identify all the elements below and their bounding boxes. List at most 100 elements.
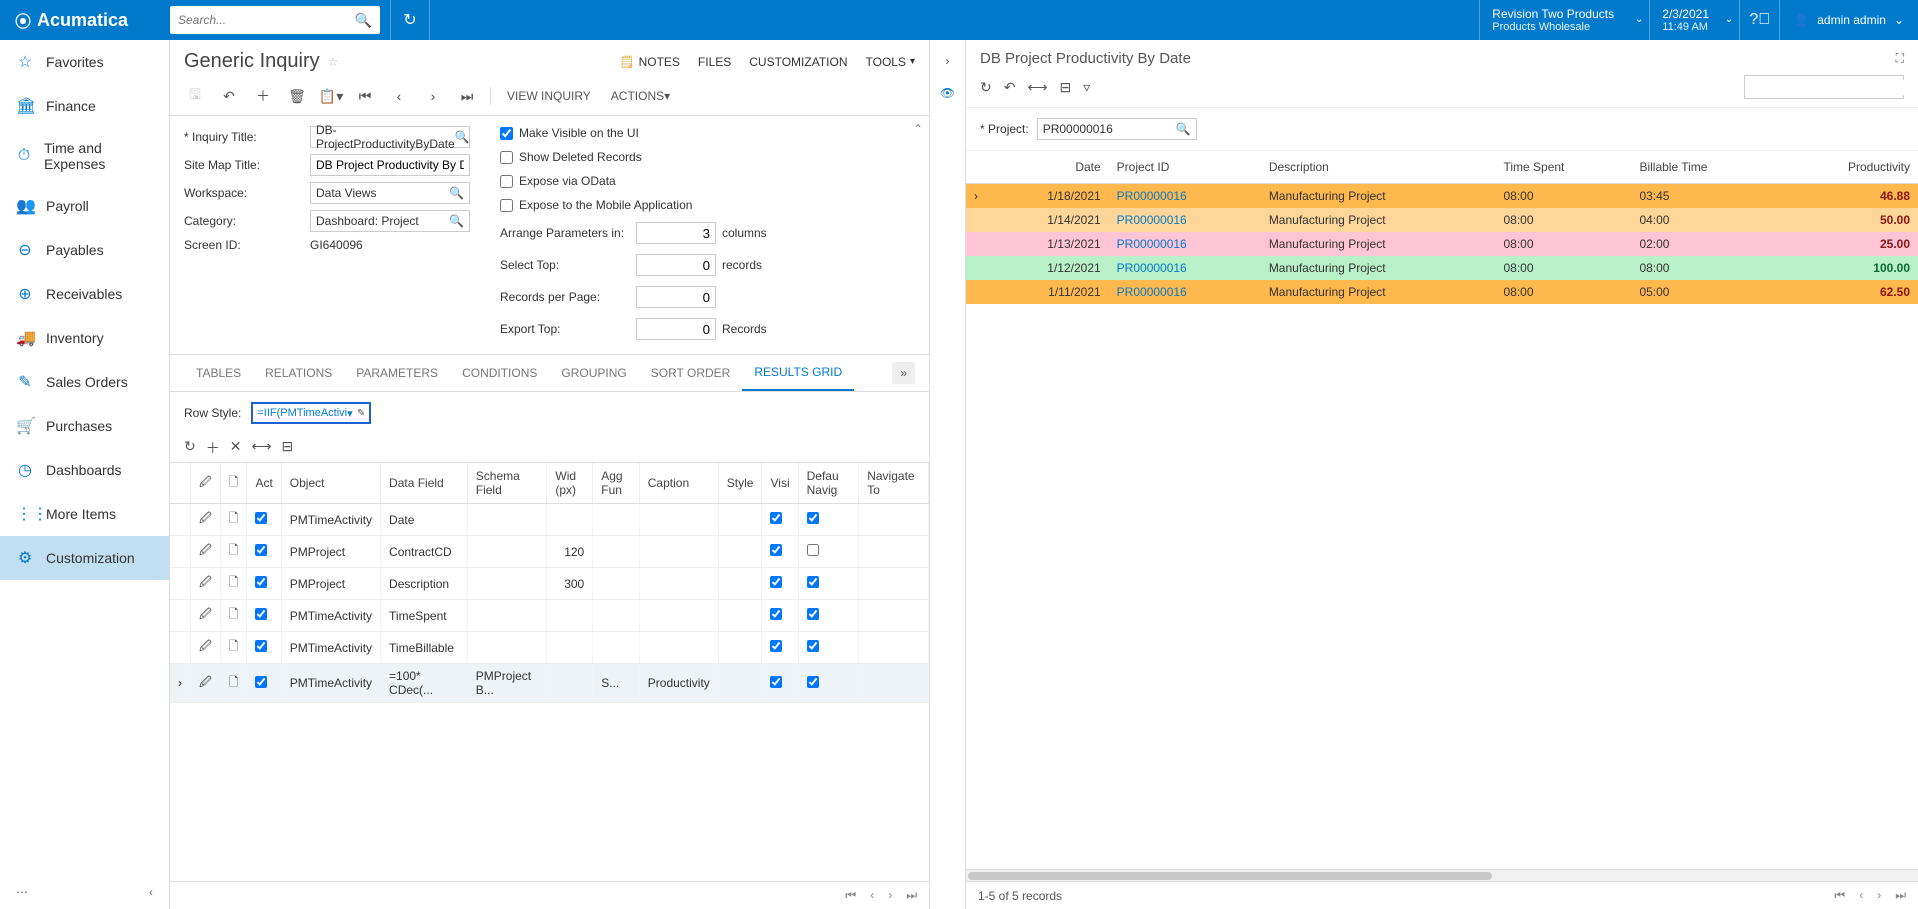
table-row[interactable]: 1/13/2021PR00000016Manufacturing Project… <box>966 232 1918 256</box>
notes-button[interactable]: 🗒NOTES <box>619 55 680 69</box>
column-header[interactable]: Agg Fun <box>593 463 640 504</box>
date-block[interactable]: 2/3/2021 11:49 AM ⌄ <box>1649 0 1739 40</box>
tab-relations[interactable]: RELATIONS <box>253 356 344 390</box>
search-input[interactable] <box>178 13 355 27</box>
nav-checkbox[interactable] <box>807 676 819 688</box>
active-checkbox[interactable] <box>255 512 267 524</box>
files-button[interactable]: FILES <box>698 55 731 69</box>
expand-right-icon[interactable]: › <box>946 54 950 68</box>
sidebar-item-favorites[interactable]: ☆Favorites <box>0 40 169 84</box>
column-header[interactable]: Project ID <box>1109 151 1261 183</box>
sidebar-item-receivables[interactable]: ⊕Receivables <box>0 272 169 316</box>
column-header[interactable]: Navigate To <box>859 463 929 504</box>
selecttop-input[interactable] <box>636 254 716 276</box>
visible-checkbox[interactable] <box>770 640 782 652</box>
expose-mobile-checkbox[interactable] <box>500 199 513 212</box>
search-icon[interactable]: 🔍 <box>355 12 372 29</box>
sidebar-item-payables[interactable]: ⊖Payables <box>0 228 169 272</box>
grid-export-icon[interactable]: ⊟ <box>282 438 294 458</box>
table-row[interactable]: 🖉🗋PMTimeActivityTimeBillable <box>170 632 929 664</box>
collapse-sidebar-icon[interactable]: ‹ <box>149 885 153 899</box>
r-export-icon[interactable]: ⊟ <box>1060 79 1072 96</box>
pager-next-icon[interactable]: › <box>888 888 892 903</box>
pager-last-icon[interactable]: ⏭ <box>906 888 917 903</box>
sidebar-item-customization[interactable]: ⚙Customization <box>0 536 169 580</box>
column-header[interactable]: Data Field <box>381 463 468 504</box>
r-fit-icon[interactable]: ⟷ <box>1027 79 1047 96</box>
column-header[interactable]: Visi <box>762 463 798 504</box>
rowstyle-input[interactable]: =IIF(PMTimeActivi▾✎ <box>251 402 371 424</box>
nav-checkbox[interactable] <box>807 640 819 652</box>
nav-checkbox[interactable] <box>807 608 819 620</box>
view-inquiry-button[interactable]: VIEW INQUIRY <box>499 83 599 109</box>
column-header[interactable]: Time Spent <box>1495 151 1631 183</box>
column-header[interactable]: Schema Field <box>467 463 547 504</box>
tab-results-grid[interactable]: RESULTS GRID <box>742 355 854 391</box>
rpp-input[interactable] <box>636 286 716 308</box>
tab-grouping[interactable]: GROUPING <box>549 356 638 390</box>
column-header[interactable]: 🖉 <box>191 463 221 504</box>
table-row[interactable]: 1/12/2021PR00000016Manufacturing Project… <box>966 256 1918 280</box>
show-deleted-checkbox[interactable] <box>500 151 513 164</box>
tools-button[interactable]: TOOLS ▾ <box>866 55 916 69</box>
active-checkbox[interactable] <box>255 544 267 556</box>
category-input[interactable]: Dashboard: Project🔍 <box>310 210 470 232</box>
grid-add-icon[interactable]: ＋ <box>206 438 220 458</box>
column-header[interactable]: Description <box>1261 151 1496 183</box>
horizontal-scrollbar[interactable] <box>966 869 1918 881</box>
logo[interactable]: Acumatica <box>0 8 170 32</box>
column-header[interactable]: Productivity <box>1780 151 1918 183</box>
nav-checkbox[interactable] <box>807 576 819 588</box>
favorite-star-icon[interactable]: ☆ <box>328 55 339 69</box>
table-row[interactable]: 1/14/2021PR00000016Manufacturing Project… <box>966 208 1918 232</box>
active-checkbox[interactable] <box>255 576 267 588</box>
column-header[interactable]: Act <box>247 463 281 504</box>
pager-prev-icon[interactable]: ‹ <box>870 888 874 903</box>
visible-checkbox[interactable] <box>770 676 782 688</box>
fullscreen-icon[interactable]: ⛶ <box>1896 51 1904 66</box>
clipboard-icon[interactable]: 📋▾ <box>316 83 346 109</box>
tab-conditions[interactable]: CONDITIONS <box>450 356 549 390</box>
next-icon[interactable]: › <box>418 83 448 109</box>
exporttop-input[interactable] <box>636 318 716 340</box>
delete-icon[interactable]: 🗑 <box>282 83 312 109</box>
r-refresh-icon[interactable]: ↻ <box>980 79 992 96</box>
column-header[interactable]: Billable Time <box>1631 151 1780 183</box>
add-icon[interactable]: ＋ <box>248 83 278 109</box>
prev-icon[interactable]: ‹ <box>384 83 414 109</box>
collapse-form-icon[interactable]: ⌃ <box>913 122 923 136</box>
customization-button[interactable]: CUSTOMIZATION <box>749 55 847 69</box>
workspace-input[interactable]: Data Views🔍 <box>310 182 470 204</box>
preview-search[interactable]: 🔍 <box>1744 75 1904 99</box>
sidebar-item-inventory[interactable]: 🚚Inventory <box>0 316 169 360</box>
tab-parameters[interactable]: PARAMETERS <box>344 356 450 390</box>
active-checkbox[interactable] <box>255 608 267 620</box>
sidebar-item-sales-orders[interactable]: ✎Sales Orders <box>0 360 169 404</box>
r-pager-next-icon[interactable]: › <box>1877 888 1881 903</box>
visible-checkbox[interactable] <box>770 512 782 524</box>
actions-button[interactable]: ACTIONS ▾ <box>603 83 678 109</box>
last-icon[interactable]: ⏭ <box>452 83 482 109</box>
r-undo-icon[interactable]: ↶ <box>1004 79 1016 96</box>
visible-checkbox[interactable] <box>770 608 782 620</box>
nav-checkbox[interactable] <box>807 512 819 524</box>
eye-icon[interactable]: 👁 <box>940 86 955 100</box>
visible-checkbox[interactable] <box>770 576 782 588</box>
sidebar-item-time-and-expenses[interactable]: ⏱Time and Expenses <box>0 128 169 184</box>
r-pager-prev-icon[interactable]: ‹ <box>1859 888 1863 903</box>
first-icon[interactable]: ⏮ <box>350 83 380 109</box>
table-row[interactable]: 🖉🗋PMProjectContractCD120 <box>170 536 929 568</box>
make-visible-checkbox[interactable] <box>500 127 513 140</box>
table-row[interactable]: 🖉🗋PMTimeActivityTimeSpent <box>170 600 929 632</box>
help-icon[interactable]: ?⃝ <box>1739 0 1779 40</box>
table-row[interactable]: 🖉🗋PMTimeActivityDate <box>170 504 929 536</box>
sidebar-item-purchases[interactable]: 🛒Purchases <box>0 404 169 448</box>
project-selector[interactable]: PR00000016🔍 <box>1037 118 1197 140</box>
tabs-expand-icon[interactable]: » <box>892 362 915 384</box>
active-checkbox[interactable] <box>255 676 267 688</box>
r-pager-last-icon[interactable]: ⏭ <box>1895 888 1906 903</box>
pager-first-icon[interactable]: ⏮ <box>845 888 856 903</box>
undo-icon[interactable]: ↶ <box>214 83 244 109</box>
column-header[interactable]: 🗋 <box>220 463 247 504</box>
table-row[interactable]: ›1/18/2021PR00000016Manufacturing Projec… <box>966 183 1918 208</box>
